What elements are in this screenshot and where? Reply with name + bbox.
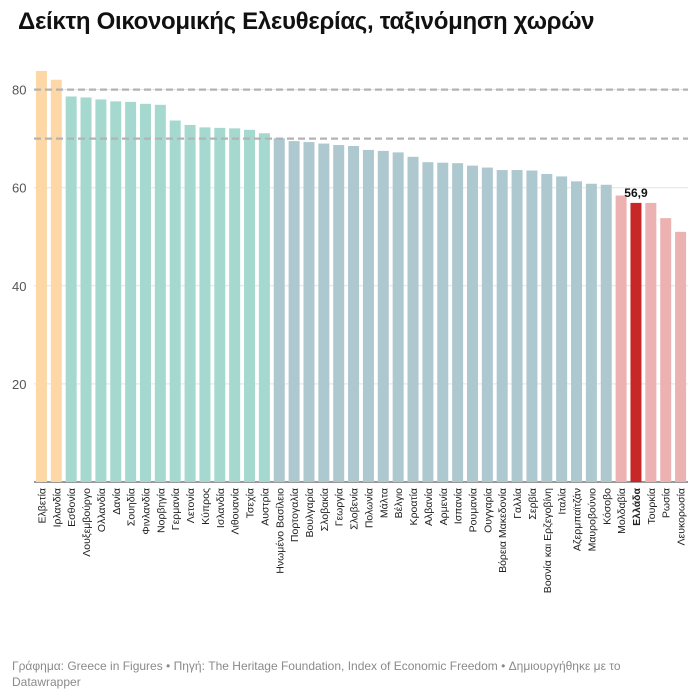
y-tick-label: 40: [12, 279, 26, 294]
x-tick-label: Βέλγιο: [393, 488, 405, 519]
bar-42: [645, 202, 657, 482]
x-tick-label: Ουγγαρία: [482, 488, 494, 533]
bar-34: [526, 170, 538, 482]
y-tick-label: 80: [12, 83, 26, 98]
bar-1: [35, 70, 47, 482]
bar-43: [660, 218, 672, 482]
x-tick-label: Ελλάδα: [631, 487, 643, 525]
x-tick-label: Κύπρος: [200, 488, 212, 525]
x-tick-label: Σερβία: [527, 488, 539, 520]
x-tick-label: Κόσοβο: [601, 488, 613, 525]
bar-6: [110, 101, 122, 482]
bar-36: [556, 176, 568, 482]
x-tick-label: Λετονία: [185, 488, 197, 523]
bar-24: [377, 150, 389, 482]
bar-4: [80, 97, 92, 482]
x-tick-label: Φινλανδία: [140, 488, 152, 535]
source-note: Γράφημα: Greece in Figures • Πηγή: The H…: [12, 659, 621, 689]
x-tick-label: Γαλλία: [512, 488, 524, 519]
bar-37: [571, 181, 583, 483]
reference-lines: [34, 88, 688, 140]
bar-44: [675, 231, 687, 482]
bar-12: [199, 127, 211, 482]
x-tick-label: Δανία: [111, 488, 123, 515]
bar-21: [333, 145, 345, 483]
bar-14: [229, 128, 241, 483]
x-tick-label: Βόρεια Μακεδονία: [497, 488, 509, 573]
y-tick-label: 60: [12, 181, 26, 196]
x-tick-label: Γερμανία: [170, 488, 182, 530]
bar-10: [169, 120, 181, 483]
x-tick-label: Σουηδία: [126, 488, 138, 526]
bar-13: [214, 127, 226, 482]
x-tick-label: Ρωσία: [661, 488, 673, 518]
x-tick-label: Αλβανία: [423, 488, 435, 526]
bar-2: [50, 79, 62, 482]
bar-19: [303, 142, 315, 482]
x-tick-label: Πολωνία: [363, 488, 375, 528]
x-tick-label: Ιρλανδία: [51, 488, 63, 527]
bar-15: [244, 129, 256, 483]
bar-28: [437, 162, 449, 482]
x-tick-label: Βουλγαρία: [304, 488, 316, 538]
bar-41: [630, 202, 642, 482]
x-tick-label: Κροατία: [408, 488, 420, 525]
bar-33: [511, 170, 523, 483]
x-tick-label: Ισλανδία: [215, 488, 227, 528]
x-tick-label: Πορτογαλία: [289, 488, 301, 542]
x-tick-label: Μαυροβούνιο: [586, 488, 598, 552]
bar-8: [139, 103, 151, 483]
x-tick-label: Εσθονία: [66, 488, 78, 527]
x-tick-label: Σλοβενία: [349, 488, 361, 530]
bar-27: [422, 162, 434, 482]
x-tick-label: Ιταλία: [557, 488, 569, 515]
bar-30: [466, 165, 478, 482]
bar-3: [65, 96, 77, 482]
x-tick-label: Λευκορωσία: [676, 488, 688, 545]
x-tick-label: Ολλανδία: [96, 488, 108, 532]
bar-40: [615, 195, 627, 482]
x-tick-label: Μολδαβία: [616, 488, 628, 534]
bars-layer: [35, 70, 687, 483]
bar-11: [184, 124, 196, 482]
y-tick-label: 20: [12, 377, 26, 392]
x-tick-label: Τσεχία: [245, 488, 257, 518]
bar-29: [452, 163, 464, 483]
x-tick-label: Τουρκία: [646, 488, 658, 524]
x-tick-label: Λιθουανία: [230, 488, 242, 535]
bar-32: [496, 170, 508, 483]
data-label-highlight: 56,9: [624, 186, 648, 200]
x-tick-label: Βοσνία και Ερζεγοβίνη: [542, 488, 554, 593]
bar-38: [585, 183, 597, 482]
x-tick-label: Ηνωμένο Βασίλειο: [274, 488, 286, 574]
x-tick-label: Ισπανία: [453, 488, 465, 524]
bar-7: [125, 101, 137, 483]
bar-20: [318, 143, 330, 482]
bar-22: [348, 146, 360, 482]
bar-17: [273, 138, 285, 483]
x-tick-label: Νορβηγία: [155, 488, 167, 533]
x-tick-label: Αζερμπαϊτζάν: [572, 488, 584, 551]
x-tick-label: Μάλτα: [378, 488, 390, 518]
x-tick-label: Ρουμανία: [467, 488, 479, 532]
bar-31: [481, 167, 493, 483]
bar-5: [95, 99, 107, 482]
bar-9: [154, 104, 166, 483]
chart-title: Δείκτη Οικονομικής Ελευθερίας, ταξινόμησ…: [18, 8, 595, 35]
x-tick-label: Ελβετία: [36, 488, 48, 524]
x-tick-label: Σλοβακία: [319, 488, 331, 531]
bar-25: [392, 152, 404, 482]
x-tick-label: Λουξεμβούργο: [81, 488, 93, 557]
x-tick-label: Αυστρία: [259, 488, 271, 526]
bar-16: [258, 133, 270, 482]
bar-39: [600, 184, 612, 482]
x-tick-label: Γεωργία: [334, 488, 346, 526]
labels-layer: Ελβετία Ιρλανδία Εσθονία Λουξεμβούργο Ολλανδ…: [36, 186, 687, 593]
bar-26: [407, 156, 419, 482]
x-tick-label: Αρμενία: [438, 488, 450, 525]
bar-35: [541, 173, 553, 482]
bar-23: [362, 149, 374, 482]
bar-18: [288, 141, 300, 483]
